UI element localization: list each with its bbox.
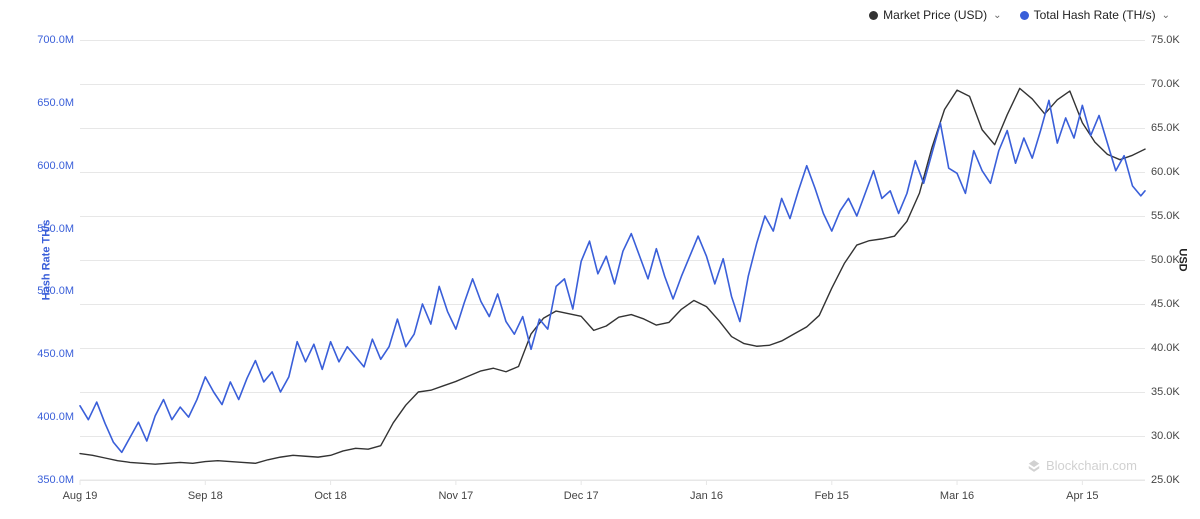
watermark: Blockchain.com — [1027, 458, 1137, 473]
series-hash-rate — [80, 100, 1145, 452]
watermark-text: Blockchain.com — [1046, 458, 1137, 473]
dual-axis-line-chart: Market Price (USD) ⌄ Total Hash Rate (TH… — [0, 0, 1200, 519]
blockchain-logo-icon — [1027, 459, 1041, 473]
plot-area — [0, 0, 1200, 519]
